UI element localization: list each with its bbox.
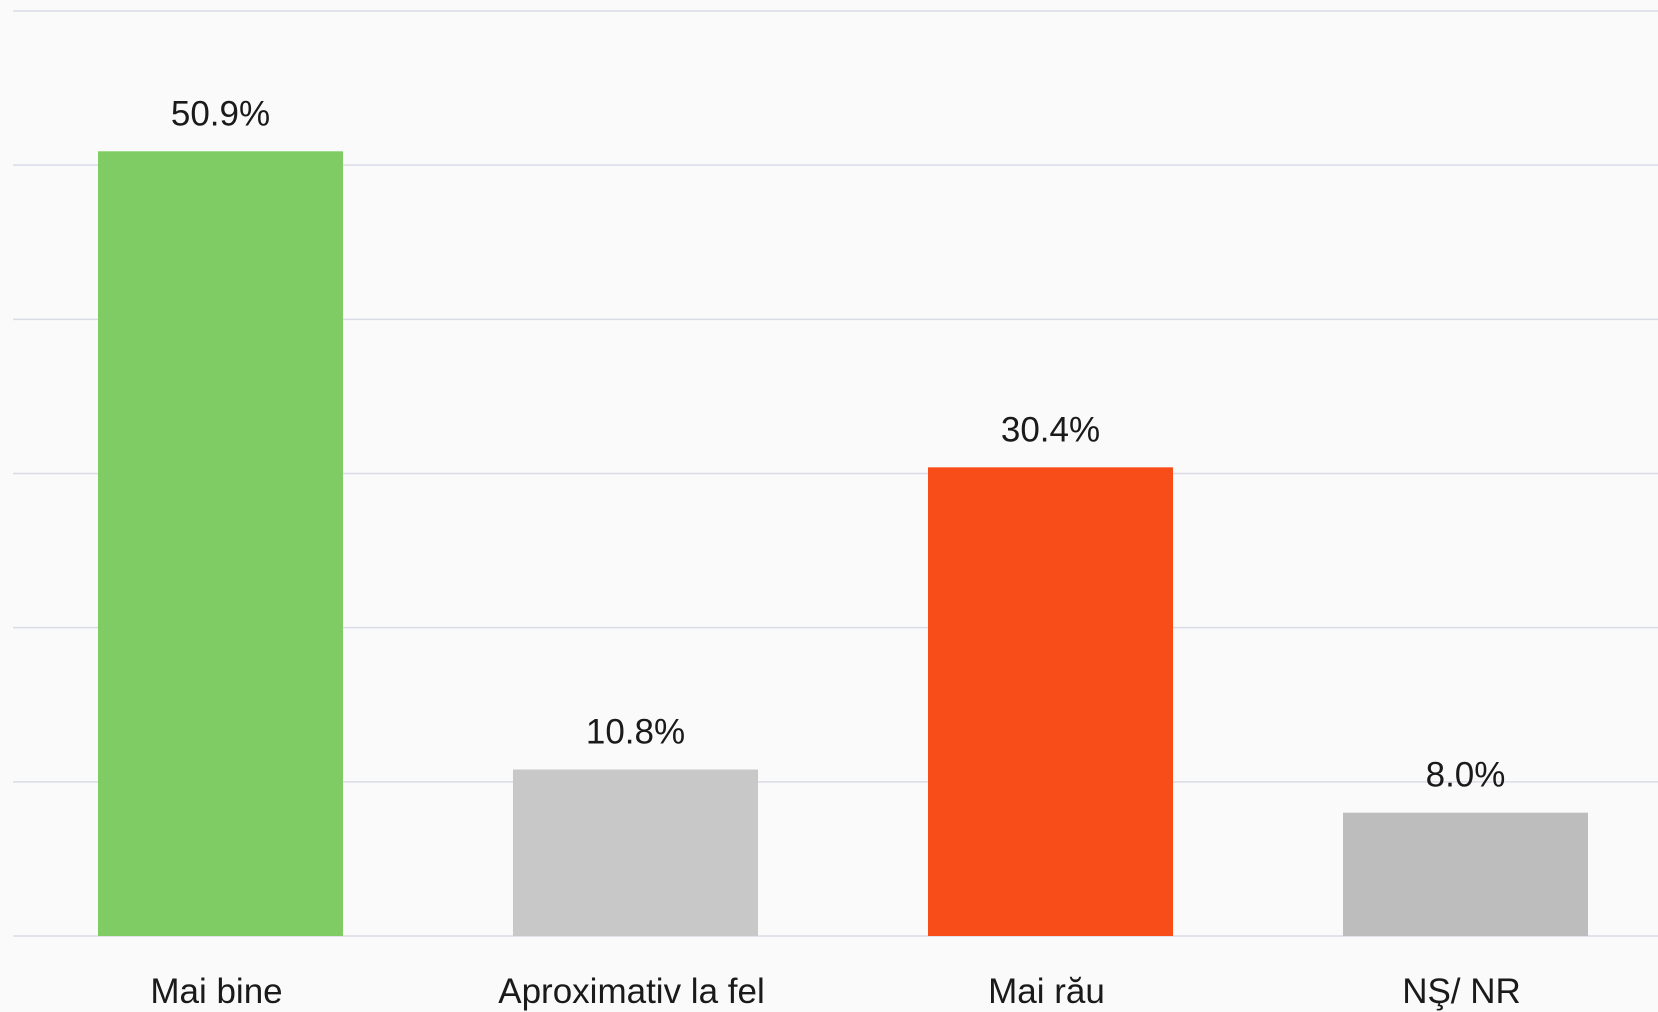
- value-label: 8.0%: [1426, 756, 1506, 795]
- x-tick-label: Aproximativ la fel: [498, 972, 764, 1011]
- bar: [928, 467, 1173, 936]
- bar: [98, 151, 343, 936]
- value-label: 10.8%: [586, 713, 685, 752]
- bar: [1343, 812, 1588, 936]
- x-tick-label: Mai bine: [150, 972, 282, 1011]
- value-label: 50.9%: [171, 94, 270, 133]
- bar: [513, 769, 758, 936]
- x-tick-label: Mai rău: [988, 972, 1105, 1011]
- x-tick-label: NŞ/ NR: [1402, 972, 1521, 1011]
- value-label: 30.4%: [1001, 410, 1100, 449]
